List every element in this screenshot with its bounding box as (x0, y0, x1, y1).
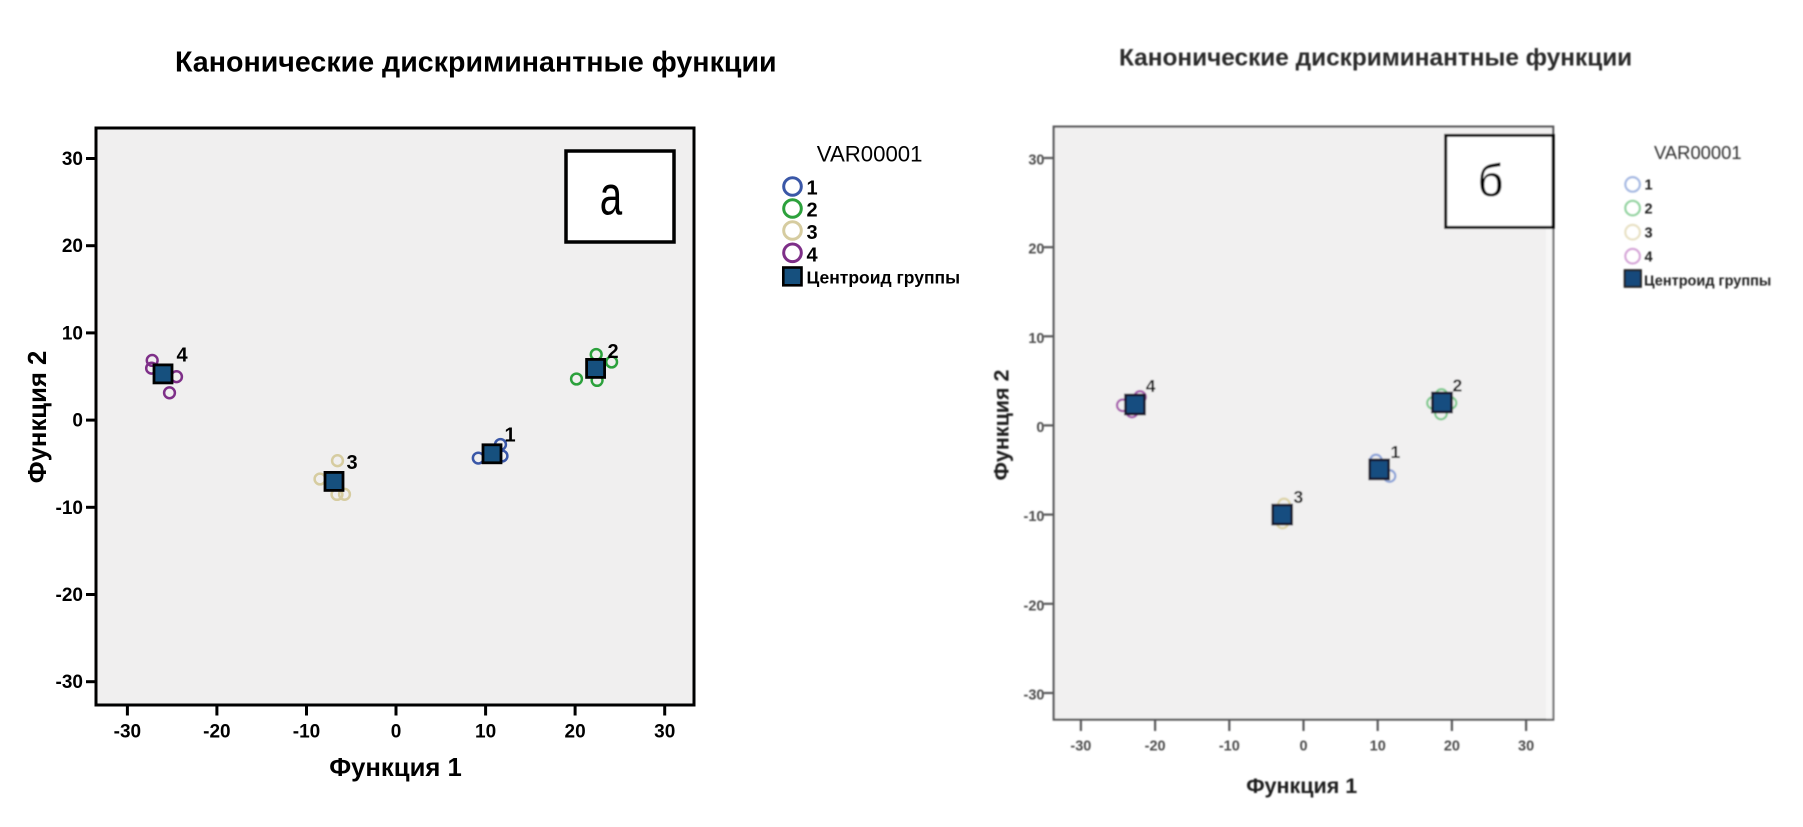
svg-text:-30: -30 (114, 722, 141, 743)
svg-text:1: 1 (1645, 178, 1653, 194)
svg-text:б: б (1478, 155, 1504, 206)
svg-text:4: 4 (177, 345, 189, 367)
svg-text:4: 4 (1146, 376, 1156, 396)
svg-text:20: 20 (565, 722, 586, 743)
svg-text:1: 1 (807, 178, 818, 200)
svg-text:0: 0 (391, 722, 402, 743)
svg-text:Центроид группы: Центроид группы (1644, 274, 1771, 290)
svg-text:Канонические дискриминантные ф: Канонические дискриминантные функции (1119, 44, 1632, 71)
svg-text:0: 0 (1036, 420, 1044, 436)
svg-text:20: 20 (1028, 242, 1044, 258)
svg-text:-10: -10 (293, 722, 320, 743)
svg-text:-10: -10 (1219, 739, 1240, 755)
svg-text:-20: -20 (1024, 598, 1045, 614)
svg-text:10: 10 (475, 722, 496, 743)
svg-text:Функция 1: Функция 1 (329, 754, 462, 782)
svg-text:-30: -30 (1070, 739, 1091, 755)
svg-text:Функция 2: Функция 2 (24, 351, 52, 484)
svg-text:3: 3 (347, 452, 358, 474)
svg-text:а: а (600, 165, 623, 227)
svg-text:-20: -20 (203, 722, 230, 743)
svg-text:Функция 1: Функция 1 (1246, 774, 1357, 798)
svg-text:20: 20 (1444, 739, 1460, 755)
svg-text:2: 2 (807, 200, 818, 222)
svg-text:2: 2 (608, 341, 619, 363)
svg-text:-30: -30 (56, 672, 83, 693)
svg-text:30: 30 (1518, 739, 1534, 755)
svg-text:-20: -20 (1145, 739, 1166, 755)
svg-text:10: 10 (1028, 331, 1044, 347)
svg-text:10: 10 (62, 323, 83, 344)
svg-text:-20: -20 (56, 585, 83, 606)
svg-text:0: 0 (1299, 739, 1307, 755)
svg-text:2: 2 (1453, 376, 1463, 396)
svg-text:-30: -30 (1024, 688, 1045, 704)
svg-text:0: 0 (72, 411, 83, 432)
svg-text:4: 4 (1645, 249, 1653, 265)
svg-text:30: 30 (1028, 153, 1044, 169)
svg-text:-10: -10 (56, 498, 83, 519)
svg-text:3: 3 (1294, 487, 1304, 507)
svg-text:1: 1 (1391, 442, 1401, 462)
svg-text:Функция 2: Функция 2 (990, 369, 1014, 480)
svg-text:30: 30 (654, 722, 675, 743)
svg-text:VAR00001: VAR00001 (817, 142, 923, 167)
svg-text:2: 2 (1645, 201, 1653, 217)
svg-text:3: 3 (1645, 225, 1653, 241)
svg-text:Канонические дискриминантные ф: Канонические дискриминантные функции (175, 47, 777, 79)
svg-text:VAR00001: VAR00001 (1654, 142, 1742, 163)
svg-text:30: 30 (62, 149, 83, 170)
svg-text:-10: -10 (1024, 509, 1045, 525)
svg-text:20: 20 (62, 236, 83, 257)
svg-text:10: 10 (1370, 739, 1386, 755)
svg-text:3: 3 (807, 222, 818, 244)
svg-text:4: 4 (807, 245, 819, 267)
svg-text:Центроид группы: Центроид группы (807, 268, 961, 288)
svg-text:1: 1 (505, 425, 516, 447)
